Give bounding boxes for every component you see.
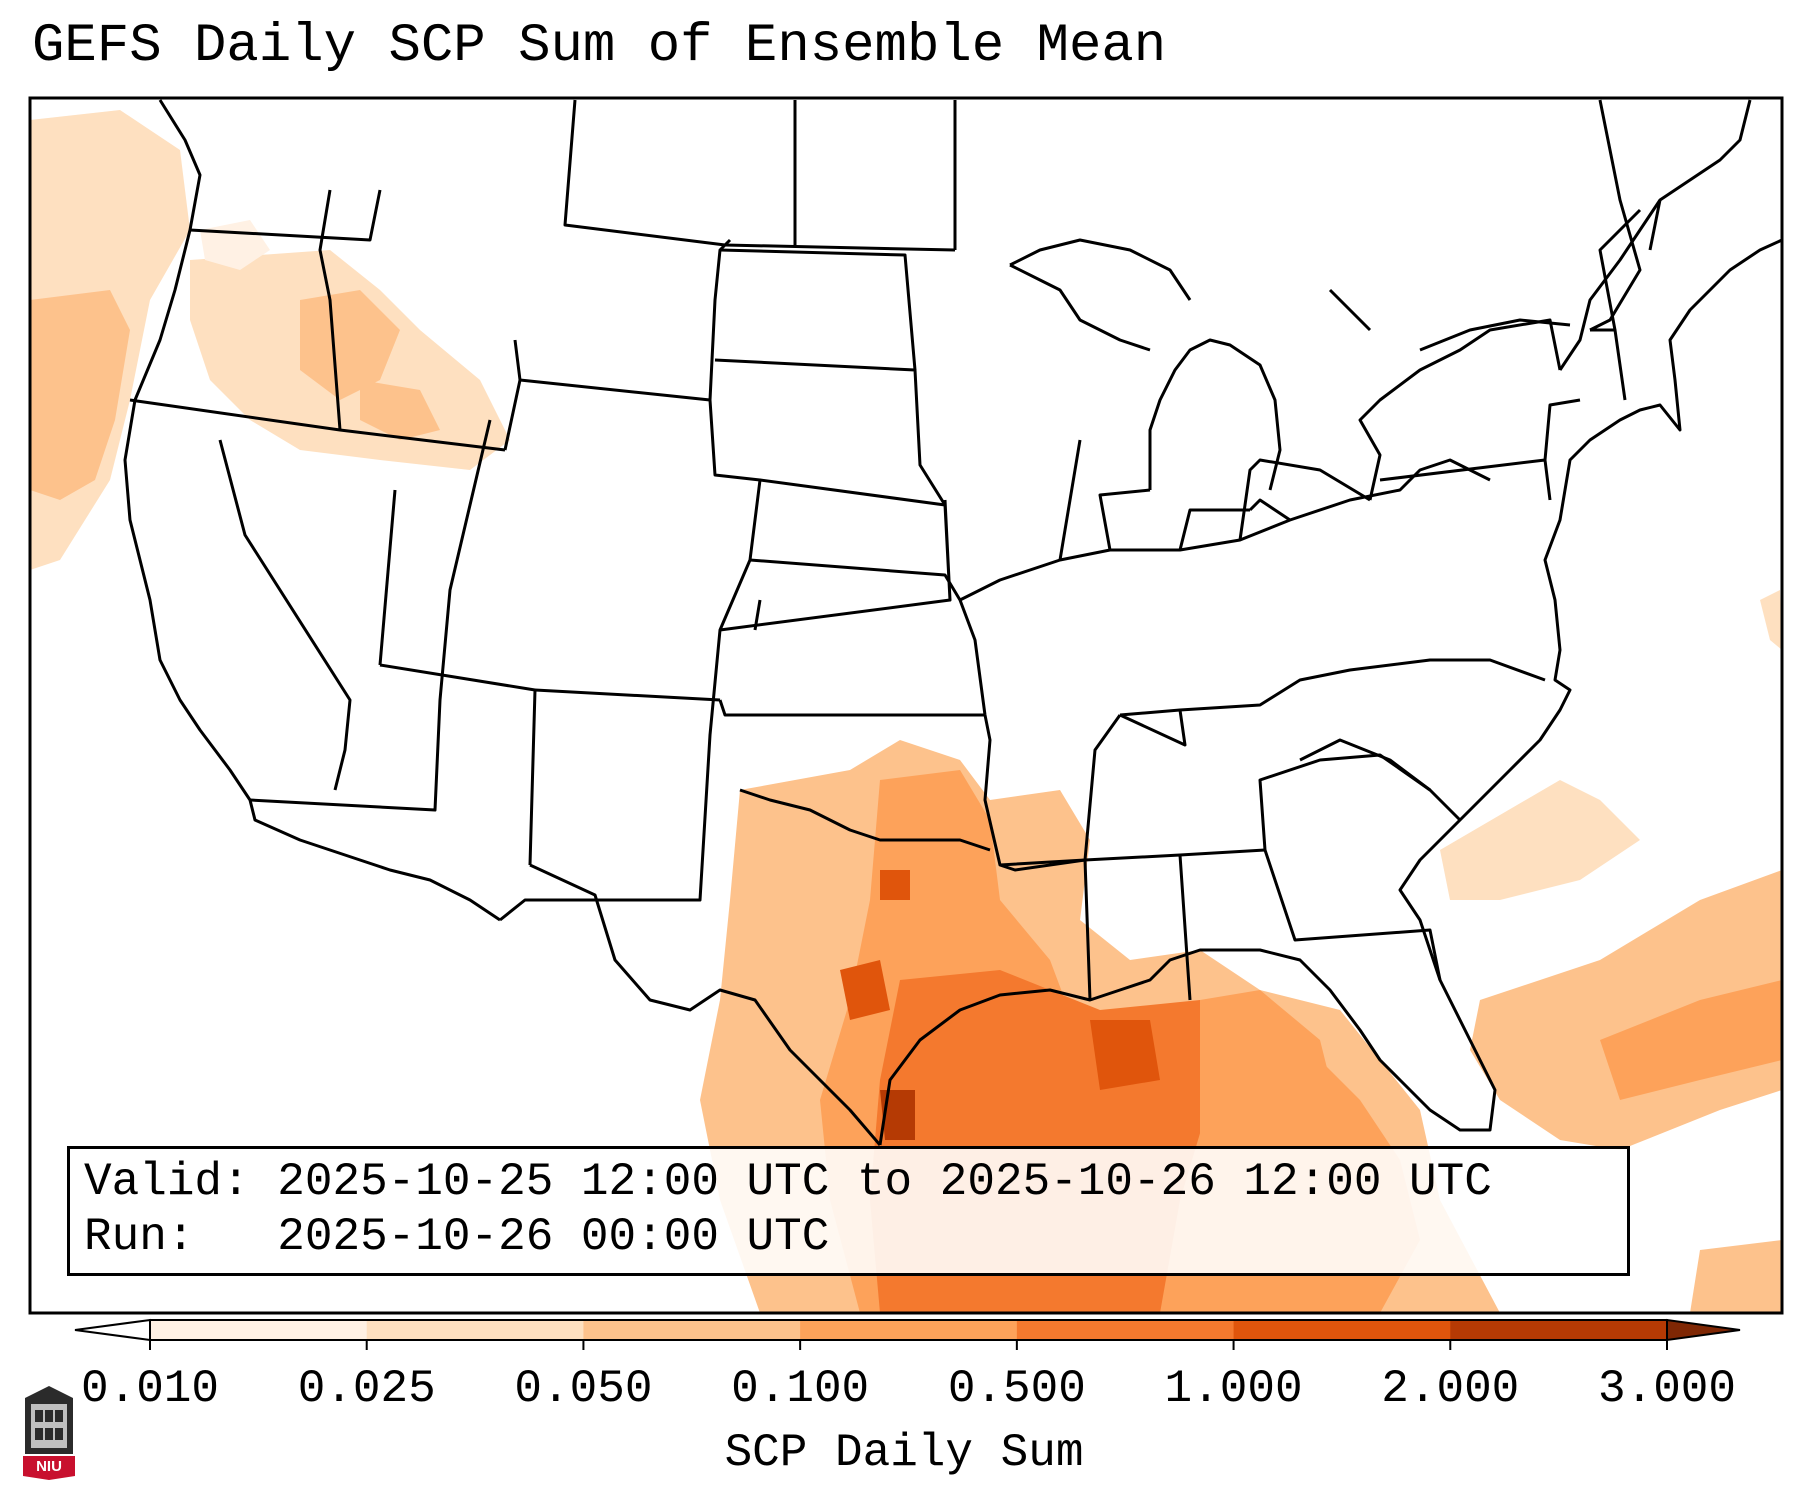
colorbar-tick-label: 1.000 bbox=[1164, 1363, 1303, 1415]
colorbar-tick-label: 0.050 bbox=[514, 1363, 653, 1415]
info-box: Valid: 2025-10-25 12:00 UTC to 2025-10-2… bbox=[67, 1146, 1630, 1276]
niu-logo-text: NIU bbox=[36, 1458, 62, 1475]
colorbar-tick-label: 3.000 bbox=[1597, 1363, 1737, 1415]
colorbar-label: SCP Daily Sum bbox=[724, 1427, 1084, 1479]
colorbar-tick-label: 0.100 bbox=[731, 1363, 870, 1415]
niu-logo bbox=[23, 1386, 75, 1480]
colorbar-tick-label: 0.500 bbox=[947, 1363, 1086, 1415]
colorbar-tick-label: 2.000 bbox=[1381, 1363, 1520, 1415]
colorbar-tick-label: 0.010 bbox=[80, 1363, 220, 1415]
scp-shading-atlantic bbox=[1440, 590, 1782, 1313]
valid-value: 2025-10-25 12:00 UTC to 2025-10-26 12:00… bbox=[277, 1156, 1492, 1208]
colorbar-tick-label: 0.025 bbox=[297, 1363, 436, 1415]
valid-label: Valid: bbox=[84, 1156, 250, 1208]
map-title: GEFS Daily SCP Sum of Ensemble Mean bbox=[32, 16, 1167, 77]
scp-shading-northwest bbox=[30, 110, 510, 570]
run-label: Run: bbox=[84, 1211, 195, 1263]
map-boundaries bbox=[123, 99, 1782, 1146]
map-frame bbox=[28, 96, 1784, 1315]
run-value: 2025-10-26 00:00 UTC bbox=[277, 1211, 830, 1263]
